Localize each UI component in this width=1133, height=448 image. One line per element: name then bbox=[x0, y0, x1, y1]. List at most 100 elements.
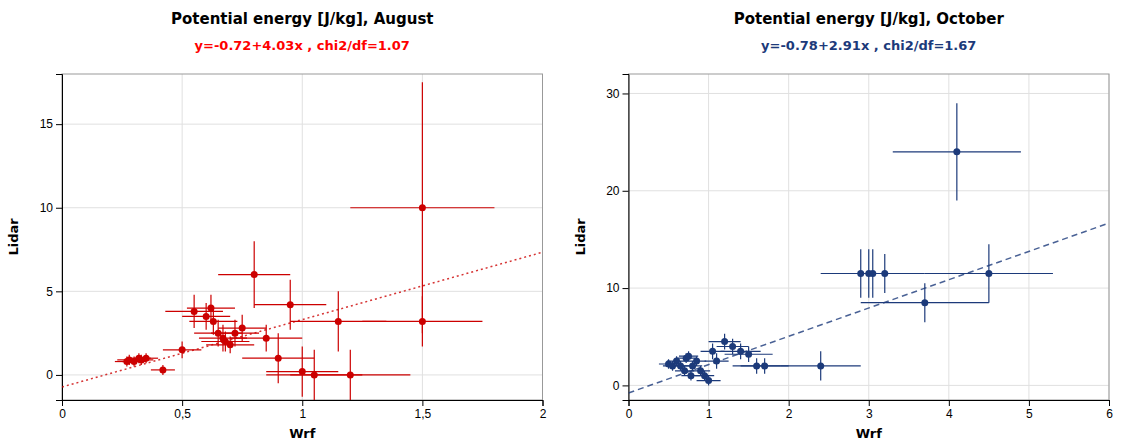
y-tick-label: 20 bbox=[606, 184, 620, 198]
x-tick-label: 4 bbox=[946, 407, 953, 421]
grid-line-x bbox=[1028, 74, 1029, 400]
annotation: y=-0.72+4.03x , chi2/df=1.07 bbox=[195, 38, 410, 53]
point bbox=[227, 341, 234, 348]
x-tick-mark bbox=[543, 400, 544, 406]
x-axis-line bbox=[63, 401, 544, 407]
point bbox=[709, 348, 716, 355]
y-axis-title: Lidar bbox=[573, 218, 588, 256]
point bbox=[207, 305, 214, 312]
x-tick-label: 2 bbox=[540, 407, 547, 421]
point bbox=[231, 330, 238, 337]
x-tick: 6 bbox=[1106, 400, 1113, 421]
point bbox=[869, 270, 876, 277]
panel: 01234560102030Potential energy [J/kg], O… bbox=[573, 10, 1114, 441]
x-tick: 1,5 bbox=[415, 400, 432, 421]
x-tick-label: 0 bbox=[626, 407, 633, 421]
y-tick-mark bbox=[56, 291, 62, 292]
fit-line bbox=[629, 223, 1110, 393]
point bbox=[210, 318, 217, 325]
y-tick: 0 bbox=[613, 379, 629, 393]
point bbox=[687, 372, 694, 379]
panel: 00,511,52051015Potential energy [J/kg], … bbox=[6, 10, 547, 441]
point bbox=[419, 318, 426, 325]
x-tick-mark bbox=[182, 400, 183, 406]
point bbox=[159, 366, 166, 373]
grid bbox=[629, 74, 1110, 400]
point bbox=[191, 308, 198, 315]
point bbox=[347, 371, 354, 378]
y-tick-label: 0 bbox=[46, 368, 53, 382]
y-axis: 051015 bbox=[40, 75, 63, 401]
grid-line-x bbox=[948, 74, 949, 400]
y-tick: 30 bbox=[606, 87, 628, 101]
point bbox=[761, 362, 768, 369]
x-axis-line bbox=[629, 401, 1110, 407]
y-tick-mark bbox=[623, 191, 629, 192]
y-tick: 0 bbox=[46, 368, 62, 382]
point bbox=[143, 355, 150, 362]
x-tick-label: 3 bbox=[866, 407, 873, 421]
point bbox=[419, 204, 426, 211]
point bbox=[737, 348, 744, 355]
x-tick: 1 bbox=[706, 400, 713, 421]
grid-line-x bbox=[302, 74, 303, 400]
grid-line-y bbox=[62, 124, 543, 125]
x-tick: 3 bbox=[866, 400, 873, 421]
point bbox=[275, 355, 282, 362]
grid-line-y bbox=[62, 291, 543, 292]
x-tick: 5 bbox=[1026, 400, 1033, 421]
annotation: y=-0.78+2.91x , chi2/df=1.67 bbox=[761, 38, 976, 53]
y-tick-mark bbox=[56, 208, 62, 209]
plot-frame bbox=[62, 74, 543, 400]
x-tick-label: 1 bbox=[706, 407, 713, 421]
x-tick-label: 0 bbox=[59, 407, 66, 421]
x-axis: 0 0,5 1 1,5 2 bbox=[59, 400, 547, 421]
y-axis-line bbox=[56, 75, 63, 401]
point bbox=[203, 313, 210, 320]
y-axis-line bbox=[623, 75, 630, 401]
plot-frame bbox=[629, 74, 1110, 400]
y-tick-mark bbox=[56, 124, 62, 125]
y-tick-mark bbox=[623, 385, 629, 386]
x-tick-mark bbox=[789, 400, 790, 406]
x-tick-mark bbox=[869, 400, 870, 406]
plot-area: 0 1 2 3 4 5 6 0 10 20 30 bbox=[606, 74, 1113, 421]
point bbox=[857, 270, 864, 277]
y-tick-label: 0 bbox=[613, 379, 620, 393]
x-tick-label: 0,5 bbox=[174, 407, 191, 421]
grid-line-x bbox=[788, 74, 789, 400]
x-tick-mark bbox=[422, 400, 423, 406]
x-tick-mark bbox=[302, 400, 303, 406]
y-axis: 0 10 20 30 bbox=[606, 75, 629, 401]
point bbox=[685, 353, 692, 360]
point bbox=[753, 362, 760, 369]
figure: 00,511,52051015Potential energy [J/kg], … bbox=[0, 0, 1133, 448]
point bbox=[299, 368, 306, 375]
x-tick-mark bbox=[949, 400, 950, 406]
series-points bbox=[659, 103, 1053, 385]
x-tick: 1 bbox=[299, 400, 306, 421]
grid-line-y bbox=[629, 190, 1110, 191]
point bbox=[263, 335, 270, 342]
point bbox=[953, 148, 960, 155]
plot-area: 00,511,52051015 bbox=[40, 74, 547, 421]
point bbox=[721, 338, 728, 345]
grid-line-y bbox=[629, 385, 1110, 386]
y-tick: 10 bbox=[606, 281, 628, 295]
point bbox=[705, 377, 712, 384]
marks bbox=[62, 82, 543, 400]
x-tick-label: 6 bbox=[1106, 407, 1113, 421]
y-tick-label: 15 bbox=[40, 117, 54, 131]
x-tick-mark bbox=[709, 400, 710, 406]
point bbox=[681, 367, 688, 374]
grid-line-x bbox=[422, 74, 423, 400]
grid-line-y bbox=[62, 207, 543, 208]
point bbox=[713, 358, 720, 365]
y-tick-mark bbox=[56, 375, 62, 376]
x-tick-label: 2 bbox=[786, 407, 793, 421]
point bbox=[251, 271, 258, 278]
x-axis: 0 1 2 3 4 5 6 bbox=[626, 400, 1114, 421]
point bbox=[729, 343, 736, 350]
point bbox=[335, 318, 342, 325]
y-axis-title: Lidar bbox=[6, 218, 21, 256]
